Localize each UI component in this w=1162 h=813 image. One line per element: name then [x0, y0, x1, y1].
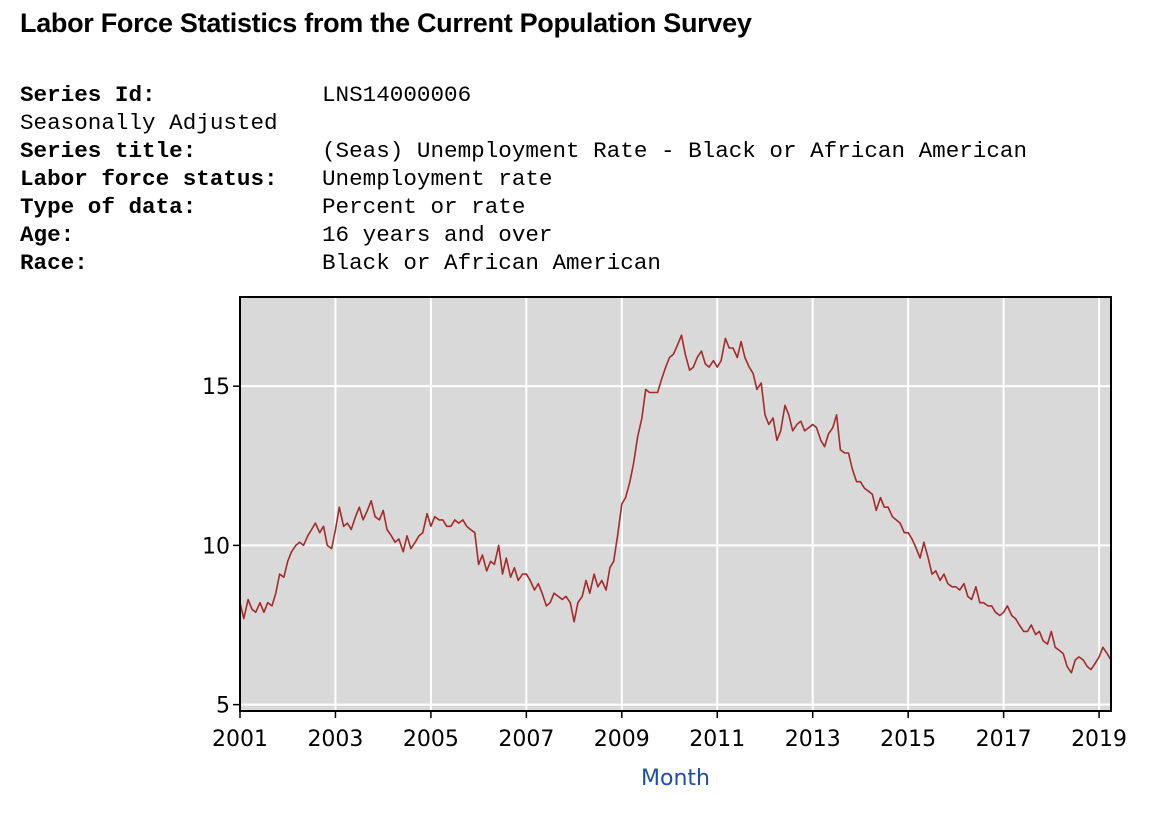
x-tick-label: 2009	[594, 727, 650, 752]
series-info-value: (Seas) Unemployment Rate - Black or Afri…	[322, 138, 1028, 164]
series-info-value: Unemployment rate	[322, 166, 553, 192]
x-tick-label: 2019	[1071, 727, 1127, 752]
x-tick-label: 2005	[403, 727, 459, 752]
series-info-key: Series Id:	[20, 82, 156, 108]
series-info-key: Labor force status:	[20, 166, 278, 192]
series-info-value: 16 years and over	[322, 222, 553, 248]
series-info-key: Race:	[20, 250, 88, 276]
series-info-key: Series title:	[20, 138, 197, 164]
series-info-value: LNS14000006	[322, 82, 472, 108]
x-tick-label: 2011	[689, 727, 745, 752]
y-tick-label: 5	[216, 694, 230, 719]
x-tick-label: 2017	[976, 727, 1032, 752]
x-tick-label: 2003	[307, 727, 363, 752]
page-title: Labor Force Statistics from the Current …	[20, 8, 752, 38]
series-info-key: Type of data:	[20, 194, 197, 220]
y-tick-label: 15	[202, 375, 230, 400]
x-tick-label: 2001	[212, 727, 268, 752]
x-tick-label: 2013	[785, 727, 841, 752]
x-tick-label: 2007	[498, 727, 554, 752]
series-info-value: Black or African American	[322, 250, 661, 276]
x-tick-label: 2015	[880, 727, 936, 752]
series-line	[239, 334, 1112, 674]
series-info-key: Seasonally Adjusted	[20, 110, 278, 136]
series-info-value: Percent or rate	[322, 194, 526, 220]
y-tick-label: 10	[202, 534, 230, 559]
plot-frame	[239, 296, 1112, 712]
x-axis-label: Month	[641, 766, 710, 791]
series-info-key: Age:	[20, 222, 75, 248]
plot-background	[240, 297, 1111, 711]
